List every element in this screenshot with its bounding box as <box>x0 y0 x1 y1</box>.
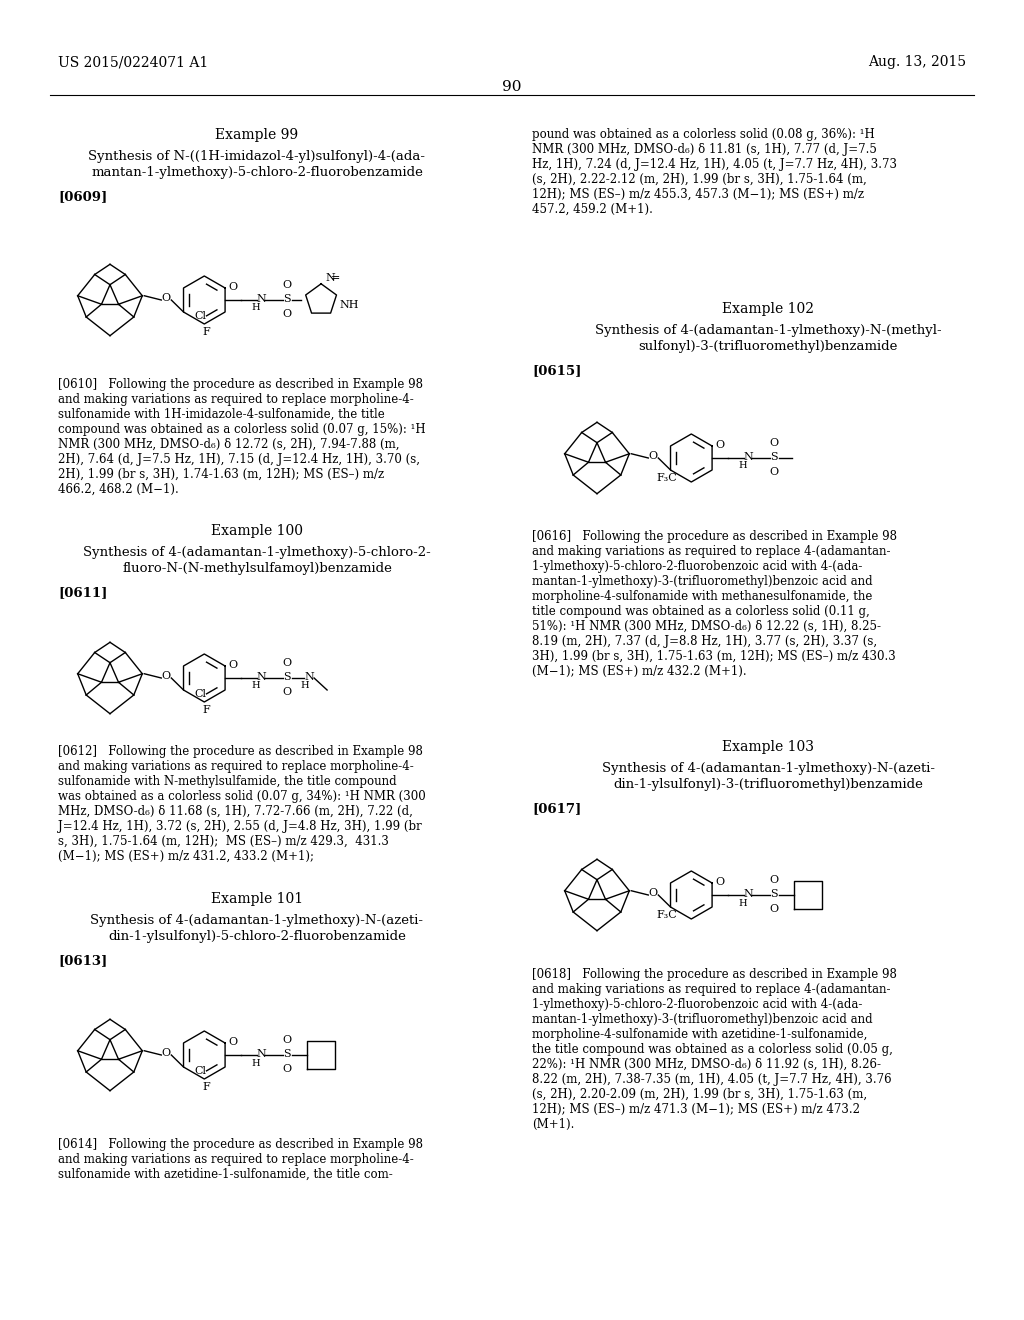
Text: Cl: Cl <box>195 689 206 700</box>
Text: N: N <box>256 1049 266 1059</box>
Text: [0617]: [0617] <box>532 803 582 814</box>
Text: O: O <box>769 467 778 477</box>
Text: O: O <box>283 280 292 290</box>
Text: =: = <box>331 273 340 284</box>
Text: [0612]   Following the procedure as described in Example 98
and making variation: [0612] Following the procedure as descri… <box>58 744 426 863</box>
Text: F: F <box>203 705 210 715</box>
Text: O: O <box>716 876 725 887</box>
Text: H: H <box>252 304 260 313</box>
Text: N: N <box>256 672 266 682</box>
Text: S: S <box>770 888 778 899</box>
Text: F: F <box>203 1082 210 1092</box>
Text: O: O <box>228 660 238 671</box>
Text: mantan-1-ylmethoxy)-5-chloro-2-fluorobenzamide: mantan-1-ylmethoxy)-5-chloro-2-fluoroben… <box>91 166 423 180</box>
Text: O: O <box>228 1038 238 1047</box>
Text: Synthesis of N-((1H-imidazol-4-yl)sulfonyl)-4-(ada-: Synthesis of N-((1H-imidazol-4-yl)sulfon… <box>88 150 426 162</box>
Text: O: O <box>283 1035 292 1045</box>
Text: Synthesis of 4-(adamantan-1-ylmethoxy)-5-chloro-2-: Synthesis of 4-(adamantan-1-ylmethoxy)-5… <box>83 546 431 558</box>
Text: [0609]: [0609] <box>58 190 108 203</box>
Text: Example 102: Example 102 <box>722 302 814 315</box>
Text: O: O <box>716 440 725 450</box>
Text: US 2015/0224071 A1: US 2015/0224071 A1 <box>58 55 208 69</box>
Text: pound was obtained as a colorless solid (0.08 g, 36%): ¹H
NMR (300 MHz, DMSO-d₆): pound was obtained as a colorless solid … <box>532 128 897 216</box>
Text: O: O <box>769 904 778 913</box>
Text: H: H <box>252 681 260 690</box>
Text: S: S <box>284 1049 291 1059</box>
Text: O: O <box>649 451 657 461</box>
Text: NH: NH <box>339 301 358 310</box>
Text: 90: 90 <box>502 81 522 94</box>
Text: [0616]   Following the procedure as described in Example 98
and making variation: [0616] Following the procedure as descri… <box>532 531 897 678</box>
Text: O: O <box>283 657 292 668</box>
Text: [0614]   Following the procedure as described in Example 98
and making variation: [0614] Following the procedure as descri… <box>58 1138 423 1181</box>
Text: O: O <box>162 293 171 304</box>
Text: N: N <box>743 451 753 462</box>
Text: S: S <box>284 672 291 682</box>
Text: Example 103: Example 103 <box>722 741 814 754</box>
Text: O: O <box>769 875 778 884</box>
Text: N: N <box>304 672 314 682</box>
Text: F: F <box>203 327 210 337</box>
Text: sulfonyl)-3-(trifluoromethyl)benzamide: sulfonyl)-3-(trifluoromethyl)benzamide <box>638 341 898 352</box>
Text: Cl: Cl <box>195 312 206 321</box>
Text: S: S <box>284 294 291 304</box>
Text: O: O <box>162 671 171 681</box>
Text: F₃C: F₃C <box>656 473 677 483</box>
Text: N: N <box>325 273 335 284</box>
Text: S: S <box>770 451 778 462</box>
Text: [0615]: [0615] <box>532 364 582 378</box>
Text: din-1-ylsulfonyl)-5-chloro-2-fluorobenzamide: din-1-ylsulfonyl)-5-chloro-2-fluorobenza… <box>109 931 406 942</box>
Text: Aug. 13, 2015: Aug. 13, 2015 <box>868 55 966 69</box>
Text: Example 101: Example 101 <box>211 892 303 906</box>
Text: F₃C: F₃C <box>656 909 677 920</box>
Text: H: H <box>738 899 748 908</box>
Text: [0611]: [0611] <box>58 586 108 599</box>
Text: din-1-ylsulfonyl)-3-(trifluoromethyl)benzamide: din-1-ylsulfonyl)-3-(trifluoromethyl)ben… <box>613 777 923 791</box>
Text: O: O <box>283 686 292 697</box>
Text: O: O <box>283 309 292 319</box>
Text: O: O <box>228 282 238 292</box>
Text: O: O <box>769 438 778 447</box>
Text: Synthesis of 4-(adamantan-1-ylmethoxy)-N-(azeti-: Synthesis of 4-(adamantan-1-ylmethoxy)-N… <box>90 913 424 927</box>
Text: Synthesis of 4-(adamantan-1-ylmethoxy)-N-(azeti-: Synthesis of 4-(adamantan-1-ylmethoxy)-N… <box>601 762 935 775</box>
Text: [0618]   Following the procedure as described in Example 98
and making variation: [0618] Following the procedure as descri… <box>532 968 897 1131</box>
Text: N: N <box>743 888 753 899</box>
Text: H: H <box>301 681 309 690</box>
Text: fluoro-N-(N-methylsulfamoyl)benzamide: fluoro-N-(N-methylsulfamoyl)benzamide <box>122 562 392 576</box>
Text: H: H <box>252 1059 260 1068</box>
Text: N: N <box>256 294 266 304</box>
Text: O: O <box>162 1048 171 1059</box>
Text: Example 99: Example 99 <box>215 128 299 143</box>
Text: [0613]: [0613] <box>58 954 108 968</box>
Text: H: H <box>738 462 748 470</box>
Text: Synthesis of 4-(adamantan-1-ylmethoxy)-N-(methyl-: Synthesis of 4-(adamantan-1-ylmethoxy)-N… <box>595 323 941 337</box>
Text: O: O <box>283 1064 292 1074</box>
Text: Cl: Cl <box>195 1067 206 1076</box>
Text: O: O <box>649 888 657 898</box>
Text: Example 100: Example 100 <box>211 524 303 539</box>
Text: [0610]   Following the procedure as described in Example 98
and making variation: [0610] Following the procedure as descri… <box>58 378 426 496</box>
